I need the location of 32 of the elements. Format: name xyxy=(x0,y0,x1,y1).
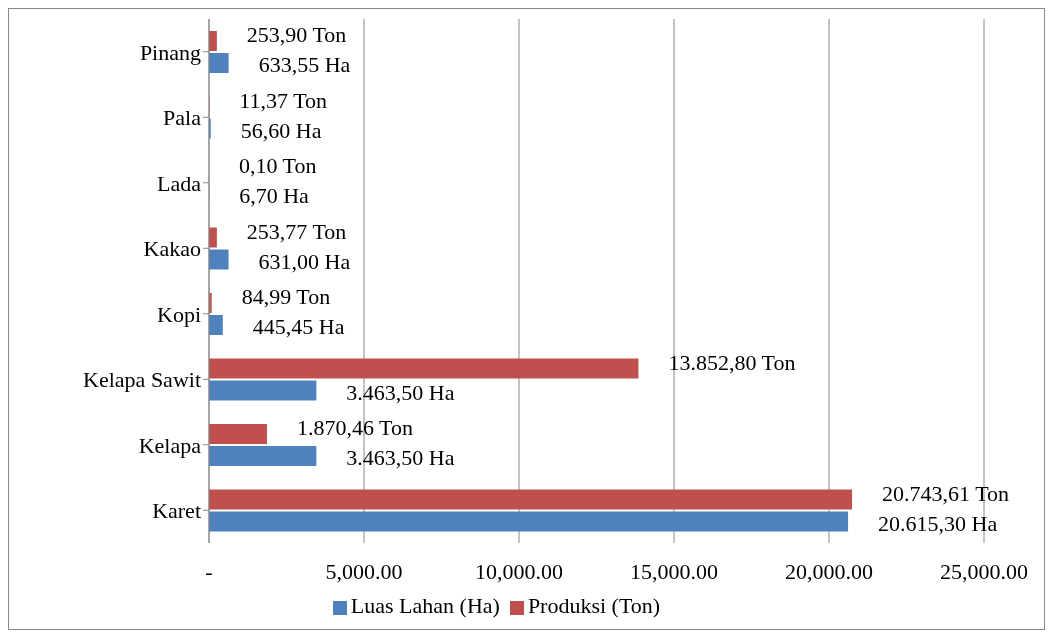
data-label: 20.743,61 Ton xyxy=(882,480,1010,506)
data-label: 6,70 Ha xyxy=(239,183,310,209)
x-tick-label: - xyxy=(205,558,213,584)
data-label: 20.615,30 Ha xyxy=(878,510,998,536)
data-label: 253,90 Ton xyxy=(246,22,347,48)
legend-label: Produksi (Ton) xyxy=(527,593,661,618)
legend-label: Luas Lahan (Ha) xyxy=(350,593,500,618)
data-label: 11,37 Ton xyxy=(239,87,328,113)
y-tick-label: Pala xyxy=(163,105,202,131)
y-tick-label: Kakao xyxy=(143,236,201,262)
x-tick-label: 25,000.00 xyxy=(940,558,1028,584)
data-label: 56,60 Ha xyxy=(240,117,322,143)
x-tick-label: 10,000.00 xyxy=(475,558,563,584)
x-tick-label: 15,000.00 xyxy=(630,558,718,584)
data-label: 633,55 Ha xyxy=(258,52,351,78)
data-label: 84,99 Ton xyxy=(241,284,331,310)
data-label: 631,00 Ha xyxy=(258,248,351,274)
data-label: 445,45 Ha xyxy=(252,314,345,340)
data-label: 3.463,50 Ha xyxy=(346,445,455,471)
y-tick-label: Pinang xyxy=(139,39,201,65)
x-tick-label: 5,000.00 xyxy=(325,558,403,584)
y-tick-label: Kelapa xyxy=(138,432,202,458)
data-label: 13.852,80 Ton xyxy=(668,349,796,375)
x-tick-label: 20,000.00 xyxy=(785,558,873,584)
data-label: 253,77 Ton xyxy=(246,218,347,244)
data-label: 0,10 Ton xyxy=(239,153,317,179)
y-tick-label: Lada xyxy=(157,170,202,196)
y-tick-label: Kelapa Sawit xyxy=(83,367,201,393)
y-tick-label: Karet xyxy=(152,498,201,524)
data-label: 3.463,50 Ha xyxy=(346,379,455,405)
y-tick-label: Kopi xyxy=(157,301,201,327)
data-label: 1.870,46 Ton xyxy=(296,415,413,441)
